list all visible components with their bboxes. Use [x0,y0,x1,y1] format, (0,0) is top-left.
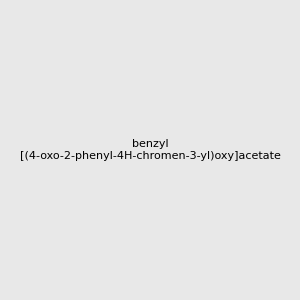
Text: benzyl [(4-oxo-2-phenyl-4H-chromen-3-yl)oxy]acetate: benzyl [(4-oxo-2-phenyl-4H-chromen-3-yl)… [20,139,281,161]
